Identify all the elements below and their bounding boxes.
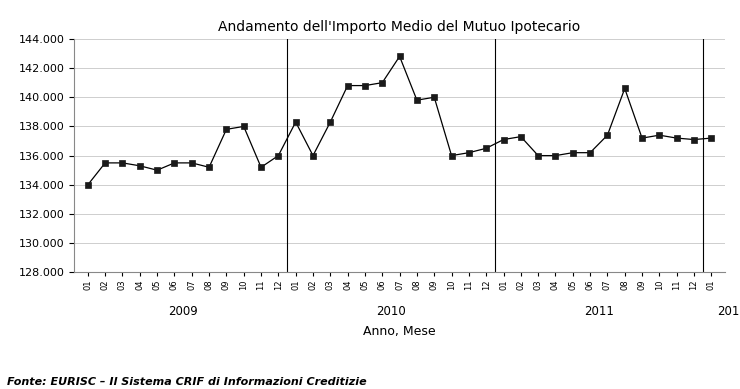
Text: 2010: 2010 xyxy=(376,305,406,318)
Text: Fonte: EURISC – Il Sistema CRIF di Informazioni Creditizie: Fonte: EURISC – Il Sistema CRIF di Infor… xyxy=(7,377,367,387)
Text: 2009: 2009 xyxy=(168,305,198,318)
Text: 201: 201 xyxy=(718,305,740,318)
Text: Anno, Mese: Anno, Mese xyxy=(363,325,436,338)
Title: Andamento dell'Importo Medio del Mutuo Ipotecario: Andamento dell'Importo Medio del Mutuo I… xyxy=(218,19,581,33)
Text: 2011: 2011 xyxy=(584,305,613,318)
